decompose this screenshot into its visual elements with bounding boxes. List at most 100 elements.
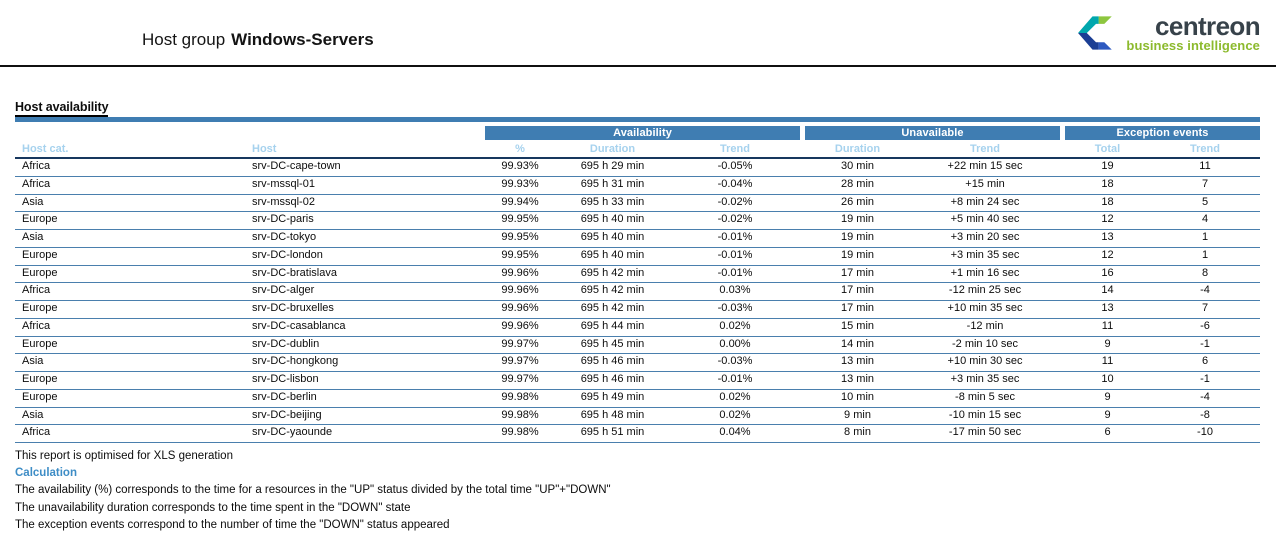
table-row: Europe srv-DC-bratislava 99.96% 695 h 42… bbox=[15, 266, 1260, 284]
table-row: Asia srv-DC-tokyo 99.95% 695 h 40 min -0… bbox=[15, 230, 1260, 248]
table-row: Europe srv-DC-paris 99.95% 695 h 40 min … bbox=[15, 212, 1260, 230]
cell-unavail-duration: 17 min bbox=[840, 266, 875, 279]
col-header-avail-trend: Trend bbox=[720, 143, 750, 155]
centreon-logo-icon bbox=[1078, 16, 1113, 50]
cell-avail-pct: 99.96% bbox=[501, 266, 539, 279]
cell-events-trend: 5 bbox=[1201, 195, 1209, 208]
cell-unavail-trend: +5 min 40 sec bbox=[950, 213, 1020, 226]
table-body: Africa srv-DC-cape-town 99.93% 695 h 29 … bbox=[15, 159, 1260, 443]
cell-unavail-duration: 17 min bbox=[840, 284, 875, 297]
cell-avail-trend: 0.02% bbox=[719, 319, 751, 332]
cell-host-cat: Asia bbox=[22, 355, 44, 368]
cell-avail-duration: 695 h 48 min bbox=[580, 408, 645, 421]
cell-host: srv-DC-beijing bbox=[252, 408, 322, 421]
cell-events-trend: 1 bbox=[1201, 231, 1209, 243]
cell-host-cat: Europe bbox=[22, 337, 58, 350]
cell-events-trend: 6 bbox=[1201, 355, 1209, 368]
table-row: Asia srv-mssql-02 99.94% 695 h 33 min -0… bbox=[15, 195, 1260, 213]
cell-unavail-trend: -12 min 25 sec bbox=[948, 284, 1022, 297]
cell-host: srv-DC-tokyo bbox=[252, 231, 317, 243]
table-row: Europe srv-DC-berlin 99.98% 695 h 49 min… bbox=[15, 390, 1260, 408]
cell-avail-duration: 695 h 42 min bbox=[580, 284, 645, 297]
cell-unavail-trend: -2 min 10 sec bbox=[951, 337, 1019, 350]
col-header-events-total: Total bbox=[1094, 143, 1121, 155]
cell-host-cat: Europe bbox=[22, 266, 58, 279]
cell-avail-trend: -0.05% bbox=[717, 160, 753, 172]
cell-unavail-duration: 30 min bbox=[840, 160, 875, 172]
cell-avail-duration: 695 h 40 min bbox=[580, 248, 645, 261]
cell-unavail-trend: +22 min 15 sec bbox=[947, 160, 1023, 172]
cell-unavail-trend: +10 min 35 sec bbox=[947, 302, 1023, 314]
cell-unavail-trend: -10 min 15 sec bbox=[948, 408, 1022, 421]
cell-host-cat: Asia bbox=[22, 195, 44, 208]
cell-avail-trend: -0.01% bbox=[717, 231, 753, 243]
cell-events-total: 12 bbox=[1101, 213, 1114, 226]
cell-events-trend: -1 bbox=[1200, 337, 1210, 350]
table-row: Africa srv-DC-casablanca 99.96% 695 h 44… bbox=[15, 319, 1260, 337]
col-header-host-cat: Host cat. bbox=[22, 143, 69, 155]
cell-host-cat: Asia bbox=[22, 231, 44, 243]
calculation-title: Calculation bbox=[15, 467, 77, 480]
cell-host: srv-DC-cape-town bbox=[252, 160, 341, 172]
cell-host-cat: Africa bbox=[22, 319, 51, 332]
cell-host: srv-DC-bruxelles bbox=[252, 302, 334, 314]
cell-unavail-trend: -12 min bbox=[966, 319, 1004, 332]
cell-avail-duration: 695 h 40 min bbox=[580, 231, 645, 243]
cell-events-trend: 7 bbox=[1201, 177, 1209, 190]
cell-unavail-duration: 15 min bbox=[840, 319, 875, 332]
table-row: Europe srv-DC-bruxelles 99.96% 695 h 42 … bbox=[15, 301, 1260, 319]
cell-events-total: 18 bbox=[1101, 195, 1114, 208]
cell-events-trend: -6 bbox=[1200, 319, 1210, 332]
cell-avail-pct: 99.97% bbox=[501, 373, 539, 385]
cell-avail-duration: 695 h 42 min bbox=[580, 266, 645, 279]
cell-avail-duration: 695 h 44 min bbox=[580, 319, 645, 332]
cell-events-trend: 1 bbox=[1201, 248, 1209, 261]
table-row: Asia srv-DC-hongkong 99.97% 695 h 46 min… bbox=[15, 354, 1260, 372]
cell-host-cat: Africa bbox=[22, 426, 51, 439]
cell-unavail-duration: 13 min bbox=[840, 373, 875, 385]
cell-host: srv-DC-paris bbox=[252, 213, 314, 226]
cell-host-cat: Europe bbox=[22, 213, 58, 226]
cell-avail-duration: 695 h 42 min bbox=[580, 302, 645, 314]
cell-unavail-duration: 19 min bbox=[840, 248, 875, 261]
cell-host: srv-DC-casablanca bbox=[252, 319, 346, 332]
cell-host: srv-mssql-01 bbox=[252, 177, 315, 190]
cell-unavail-trend: +15 min bbox=[965, 177, 1005, 190]
cell-avail-pct: 99.98% bbox=[501, 390, 539, 403]
cell-host-cat: Europe bbox=[22, 390, 58, 403]
cell-events-trend: -4 bbox=[1200, 390, 1210, 403]
cell-avail-pct: 99.93% bbox=[501, 177, 539, 190]
cell-events-total: 9 bbox=[1104, 390, 1111, 403]
cell-avail-trend: 0.00% bbox=[719, 337, 751, 350]
cell-unavail-trend: +8 min 24 sec bbox=[950, 195, 1020, 208]
cell-events-total: 9 bbox=[1104, 337, 1111, 350]
cell-avail-pct: 99.97% bbox=[501, 355, 539, 368]
cell-avail-trend: 0.03% bbox=[719, 284, 751, 297]
cell-events-trend: -10 bbox=[1197, 426, 1213, 439]
page-title: Host group Windows-Servers bbox=[142, 30, 374, 50]
cell-avail-duration: 695 h 45 min bbox=[580, 337, 645, 350]
group-header-availability: Availability bbox=[485, 126, 800, 140]
cell-unavail-duration: 10 min bbox=[840, 390, 875, 403]
cell-host-cat: Europe bbox=[22, 302, 58, 314]
cell-avail-pct: 99.96% bbox=[501, 319, 539, 332]
cell-events-total: 6 bbox=[1104, 426, 1111, 439]
cell-unavail-trend: +3 min 35 sec bbox=[950, 373, 1020, 385]
cell-avail-trend: -0.03% bbox=[717, 355, 753, 368]
cell-events-total: 16 bbox=[1101, 266, 1114, 279]
table-row: Europe srv-DC-lisbon 99.97% 695 h 46 min… bbox=[15, 372, 1260, 390]
cell-host: srv-DC-alger bbox=[252, 284, 315, 297]
cell-host: srv-DC-bratislava bbox=[252, 266, 337, 279]
report-header: Host group Windows-Servers centreon busin… bbox=[0, 0, 1276, 67]
cell-events-trend: 11 bbox=[1199, 160, 1211, 172]
cell-unavail-duration: 28 min bbox=[840, 177, 875, 190]
cell-unavail-duration: 19 min bbox=[840, 213, 875, 226]
col-header-avail-pct: % bbox=[515, 143, 525, 155]
cell-avail-duration: 695 h 31 min bbox=[580, 177, 645, 190]
cell-events-trend: -4 bbox=[1200, 284, 1210, 297]
cell-avail-pct: 99.93% bbox=[501, 160, 539, 172]
cell-unavail-duration: 9 min bbox=[844, 408, 871, 421]
cell-unavail-trend: -8 min 5 sec bbox=[955, 390, 1015, 403]
cell-host-cat: Africa bbox=[22, 177, 51, 190]
cell-events-total: 19 bbox=[1101, 160, 1114, 172]
